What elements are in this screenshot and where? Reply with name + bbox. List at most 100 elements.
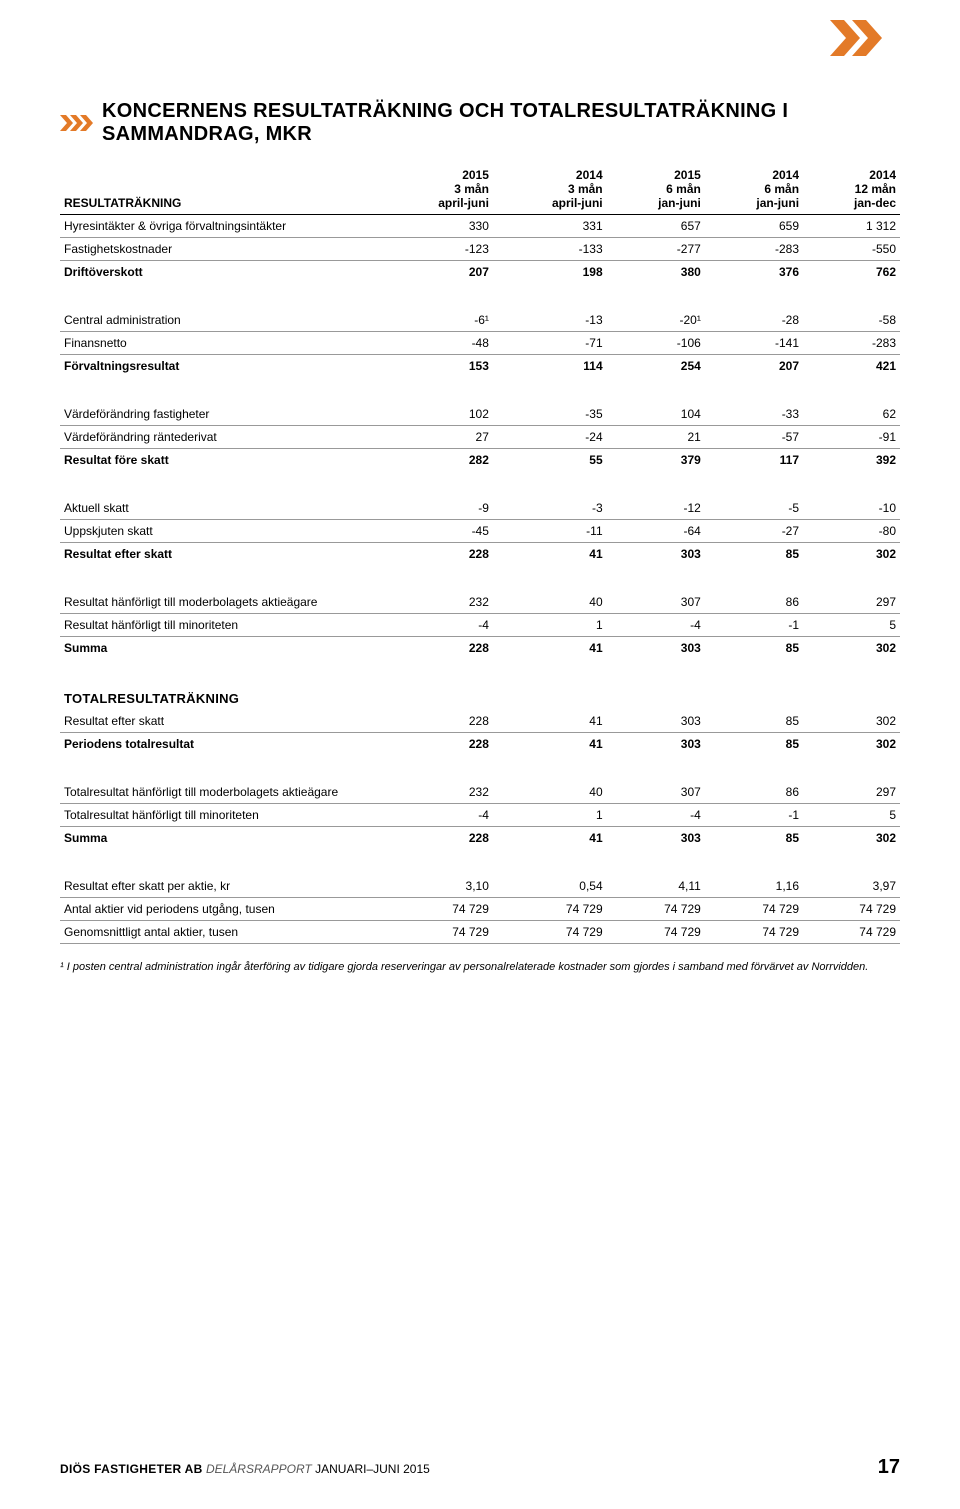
row-value: 85 [705, 733, 803, 756]
row-label: Resultat efter skatt per aktie, kr [60, 875, 379, 898]
table-row: Resultat före skatt28255379117392 [60, 449, 900, 472]
section-heading: TOTALRESULTATRÄKNING [60, 685, 900, 710]
row-value: 376 [705, 261, 803, 284]
row-value: 421 [803, 355, 900, 378]
table-row: Summa2284130385302 [60, 827, 900, 850]
row-value: 85 [705, 637, 803, 660]
table-row: Resultat efter skatt per aktie, kr3,100,… [60, 875, 900, 898]
row-value: 297 [803, 591, 900, 614]
row-value: 74 729 [493, 898, 607, 921]
row-value: 104 [607, 403, 705, 426]
row-value: 657 [607, 215, 705, 238]
row-label: Totalresultat hänförligt till moderbolag… [60, 781, 379, 804]
row-label: Resultat hänförligt till moderbolagets a… [60, 591, 379, 614]
row-label: Periodens totalresultat [60, 733, 379, 756]
row-value: 330 [379, 215, 493, 238]
row-value: -283 [705, 238, 803, 261]
row-value: -58 [803, 309, 900, 332]
row-value: -277 [607, 238, 705, 261]
row-value: -133 [493, 238, 607, 261]
row-label: Förvaltningsresultat [60, 355, 379, 378]
row-value: 302 [803, 733, 900, 756]
row-value: 228 [379, 710, 493, 733]
col-header-2: 2014 3 mån april-juni [493, 164, 607, 215]
row-value: 114 [493, 355, 607, 378]
row-value: 74 729 [493, 921, 607, 944]
row-value: 303 [607, 733, 705, 756]
row-value: 3,97 [803, 875, 900, 898]
row-value: -27 [705, 520, 803, 543]
table-row: Finansnetto-48-71-106-141-283 [60, 332, 900, 355]
table-row: Hyresintäkter & övriga förvaltningsintäk… [60, 215, 900, 238]
row-value: -45 [379, 520, 493, 543]
row-label: Fastighetskostnader [60, 238, 379, 261]
row-label: Summa [60, 827, 379, 850]
row-value: 62 [803, 403, 900, 426]
row-value: 228 [379, 637, 493, 660]
table-row [60, 377, 900, 403]
row-value: 85 [705, 543, 803, 566]
footer-brand: DIÖS FASTIGHETER AB [60, 1462, 203, 1476]
footer-report: DELÅRSRAPPORT [206, 1462, 312, 1476]
table-row: Resultat efter skatt2284130385302 [60, 543, 900, 566]
row-value: 5 [803, 804, 900, 827]
footer-period: JANUARI–JUNI 2015 [315, 1462, 430, 1476]
row-value: -550 [803, 238, 900, 261]
row-value: -28 [705, 309, 803, 332]
table-row [60, 755, 900, 781]
row-value: 232 [379, 781, 493, 804]
col-header-4: 2014 6 mån jan-juni [705, 164, 803, 215]
table-row: Resultat efter skatt2284130385302 [60, 710, 900, 733]
row-label: Driftöverskott [60, 261, 379, 284]
row-value: -91 [803, 426, 900, 449]
row-value: -123 [379, 238, 493, 261]
row-value: 5 [803, 614, 900, 637]
row-value: 303 [607, 710, 705, 733]
row-value: -141 [705, 332, 803, 355]
row-value: -24 [493, 426, 607, 449]
row-value: 228 [379, 827, 493, 850]
row-value: -5 [705, 497, 803, 520]
table-row: Central administration-6¹-13-20¹-28-58 [60, 309, 900, 332]
row-value: 86 [705, 591, 803, 614]
row-value: 41 [493, 733, 607, 756]
row-label: Värdeförändring fastigheter [60, 403, 379, 426]
row-label: Resultat efter skatt [60, 543, 379, 566]
row-label: Resultat före skatt [60, 449, 379, 472]
row-value: -4 [607, 804, 705, 827]
row-value: -80 [803, 520, 900, 543]
row-value: 117 [705, 449, 803, 472]
row-label: Resultat hänförligt till minoriteten [60, 614, 379, 637]
row-value: 27 [379, 426, 493, 449]
row-value: 85 [705, 827, 803, 850]
row-value: -57 [705, 426, 803, 449]
row-value: 41 [493, 827, 607, 850]
footer-page-number: 17 [878, 1456, 900, 1479]
row-value: -48 [379, 332, 493, 355]
row-value: 3,10 [379, 875, 493, 898]
row-value: 21 [607, 426, 705, 449]
row-value: 74 729 [705, 898, 803, 921]
row-value: -71 [493, 332, 607, 355]
income-statement-table: RESULTATRÄKNING 2015 3 mån april-juni 20… [60, 164, 900, 944]
row-value: 302 [803, 637, 900, 660]
row-value: 40 [493, 591, 607, 614]
row-value: 198 [493, 261, 607, 284]
table-row: Summa2284130385302 [60, 637, 900, 660]
row-value: -6¹ [379, 309, 493, 332]
table-row: Driftöverskott207198380376762 [60, 261, 900, 284]
row-value: -9 [379, 497, 493, 520]
table-row: Värdeförändring räntederivat27-2421-57-9… [60, 426, 900, 449]
row-value: 86 [705, 781, 803, 804]
col-header-3: 2015 6 mån jan-juni [607, 164, 705, 215]
row-value: -283 [803, 332, 900, 355]
row-value: 41 [493, 543, 607, 566]
row-value: 74 729 [803, 921, 900, 944]
row-value: 331 [493, 215, 607, 238]
row-value: -4 [607, 614, 705, 637]
row-value: 153 [379, 355, 493, 378]
row-value: 307 [607, 591, 705, 614]
row-value: 74 729 [379, 898, 493, 921]
row-label: Aktuell skatt [60, 497, 379, 520]
row-value: 254 [607, 355, 705, 378]
